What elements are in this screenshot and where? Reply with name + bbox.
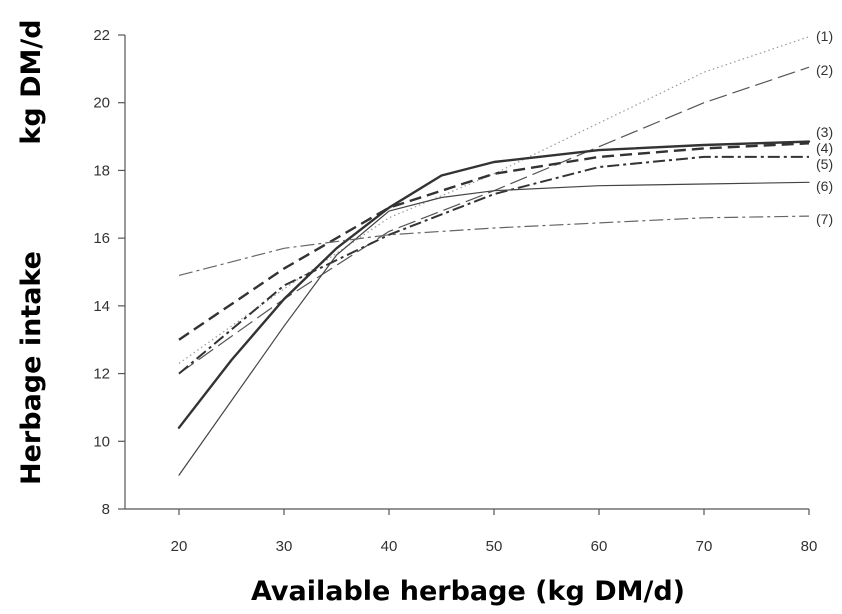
series-label-3: (3) bbox=[816, 124, 833, 140]
y-axis-unit: kg DM/d bbox=[16, 19, 47, 144]
y-tick-label: 12 bbox=[93, 366, 110, 383]
x-ticks: 20 30 40 50 60 70 80 bbox=[171, 509, 818, 555]
y-tick-label: 22 bbox=[93, 27, 110, 44]
series-label-1: (1) bbox=[816, 28, 833, 44]
x-tick-label: 80 bbox=[801, 538, 818, 555]
y-tick-label: 10 bbox=[93, 433, 110, 450]
series-label-2: (2) bbox=[816, 62, 833, 78]
y-axis-title: Herbage intake bbox=[16, 251, 47, 485]
series-label-7: (7) bbox=[816, 211, 833, 227]
y-tick-label: 20 bbox=[93, 95, 110, 112]
series-line-6 bbox=[178, 181, 810, 476]
axes bbox=[124, 35, 809, 510]
series-label-5: (5) bbox=[816, 156, 833, 172]
series-labels: (1) (2) (3)(4)(5) (6) (7) bbox=[816, 28, 833, 227]
y-tick-label: 18 bbox=[93, 162, 110, 179]
series-line-5 bbox=[178, 155, 809, 375]
x-tick-label: 50 bbox=[486, 538, 503, 555]
x-axis-title: Available herbage (kg DM/d) bbox=[251, 576, 685, 607]
y-ticks: 8 10 12 14 16 18 20 22 bbox=[93, 27, 125, 518]
x-tick-label: 70 bbox=[696, 538, 713, 555]
y-tick-label: 8 bbox=[102, 501, 110, 518]
series-label-4: (4) bbox=[816, 140, 833, 156]
y-tick-label: 14 bbox=[93, 298, 110, 315]
y-tick-label: 16 bbox=[93, 230, 110, 247]
series-line-2 bbox=[178, 66, 810, 375]
series-line-7 bbox=[178, 215, 810, 276]
x-tick-label: 30 bbox=[276, 538, 293, 555]
x-tick-label: 20 bbox=[171, 538, 188, 555]
series-line-4 bbox=[178, 142, 810, 341]
series-line-3 bbox=[177, 140, 811, 429]
x-tick-label: 60 bbox=[591, 538, 608, 555]
series-group bbox=[177, 36, 811, 476]
x-tick-label: 40 bbox=[381, 538, 398, 555]
series-line-1 bbox=[178, 36, 810, 364]
series-label-6: (6) bbox=[816, 178, 833, 194]
